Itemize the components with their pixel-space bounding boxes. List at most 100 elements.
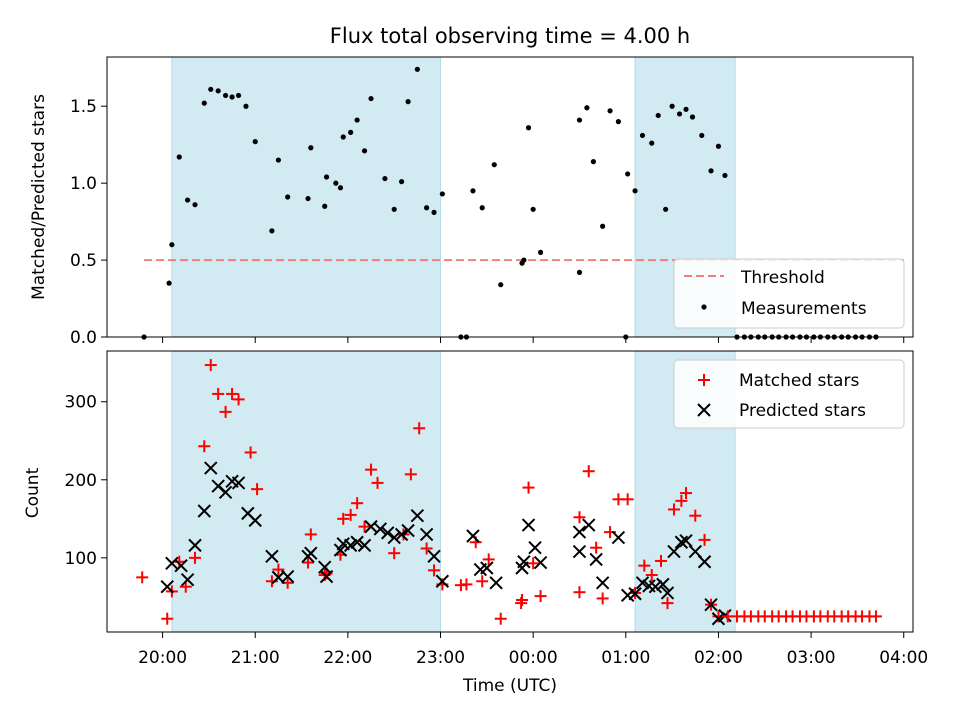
- matched-point: [527, 557, 540, 570]
- measurement-point: [470, 188, 476, 194]
- predicted-point: [711, 612, 726, 626]
- matched-point: [161, 612, 174, 625]
- measurement-point: [600, 223, 606, 229]
- x-tick-label: 20:00: [138, 648, 187, 668]
- predicted-point-b: [521, 518, 536, 532]
- predicted-point: [197, 504, 211, 518]
- legend-measurements-swatch: [701, 304, 707, 310]
- predicted-point-b: [572, 544, 587, 559]
- predicted-point-b: [394, 527, 409, 542]
- x-tick-label: 03:00: [787, 648, 836, 668]
- predicted-point: [180, 572, 195, 587]
- y-tick-label: 300: [65, 393, 97, 413]
- measurement-point: [176, 154, 182, 160]
- measurement-point: [576, 117, 583, 123]
- predicted-point-b: [628, 587, 642, 601]
- legend-predicted-swatch: [697, 403, 711, 417]
- predicted-point-b: [174, 558, 188, 573]
- y-tick-label: 1.0: [70, 174, 97, 194]
- measurement-point: [439, 191, 445, 197]
- predicted-point-b: [271, 570, 286, 585]
- predicted-point-b: [589, 552, 603, 567]
- predicted-point: [572, 544, 587, 559]
- top-legend: Threshold Measurements: [673, 258, 905, 329]
- matched-point: [582, 465, 595, 478]
- matched-point: [388, 547, 401, 560]
- predicted-point-b: [248, 513, 262, 528]
- top-legend-box: [673, 258, 905, 329]
- measurement-point: [584, 105, 590, 111]
- predicted-point-b: [401, 523, 415, 538]
- predicted-point: [635, 576, 650, 590]
- matched-point: [136, 571, 149, 584]
- measurement-point: [243, 103, 249, 109]
- matched-point: [244, 446, 257, 459]
- predicted-point: [387, 530, 401, 545]
- predicted-point-b: [410, 508, 425, 523]
- matched-point: [698, 533, 711, 546]
- matched-point: [420, 542, 433, 555]
- measurement-point: [699, 132, 705, 139]
- measurement-point: [722, 172, 728, 179]
- predicted-point: [528, 540, 542, 555]
- predicted-point-b: [648, 580, 663, 594]
- matched-point: [302, 556, 315, 569]
- bottom-legend-box: [673, 359, 905, 429]
- matched-point: [344, 508, 357, 521]
- matched-point: [219, 405, 232, 418]
- bottom-y-axis: 100 200 300: [65, 393, 905, 638]
- measurement-point: [625, 171, 631, 177]
- predicted-point-b: [679, 533, 693, 548]
- predicted-point-b: [373, 522, 388, 536]
- predicted-point: [656, 577, 670, 592]
- predicted-point-b: [489, 576, 503, 590]
- measurement-point: [333, 180, 339, 186]
- measurement-point: [663, 206, 669, 212]
- predicted-point-b: [528, 540, 542, 555]
- measurement-point: [235, 92, 242, 99]
- measurement-point: [322, 203, 328, 209]
- y-tick-label: 0.5: [70, 251, 97, 271]
- predicted-point-b: [688, 544, 702, 559]
- measurement-point: [337, 185, 344, 191]
- x-tick-label: 01:00: [601, 648, 650, 668]
- measurement-point: [252, 139, 258, 145]
- x-tick-label: 22:00: [323, 648, 372, 668]
- measurement-point: [269, 228, 275, 234]
- y-tick-label: 200: [65, 471, 97, 491]
- predicted-point: [188, 538, 202, 553]
- x-tick-label: 02:00: [694, 648, 743, 668]
- matched-point: [494, 612, 507, 625]
- y-tick-label: 1.5: [70, 97, 97, 117]
- predicted-point: [704, 597, 718, 612]
- predicted-point-b: [387, 530, 401, 545]
- measurement-point: [348, 129, 354, 135]
- measurement-point: [169, 242, 175, 248]
- predicted-point: [304, 546, 318, 560]
- matched-point: [869, 610, 882, 623]
- matched-point: [522, 481, 535, 494]
- measurement-point: [208, 86, 214, 92]
- predicted-point-b: [357, 538, 372, 553]
- measurement-point: [708, 168, 714, 174]
- measurement-point: [530, 206, 536, 212]
- measurement-point: [399, 179, 405, 185]
- measurement-point: [615, 119, 621, 125]
- predicted-point: [466, 529, 480, 543]
- predicted-point-b: [674, 535, 689, 549]
- matched-point: [413, 422, 426, 435]
- matched-point: [204, 359, 217, 372]
- matched-point: [251, 483, 264, 496]
- matched-point: [516, 593, 529, 606]
- measurement-point: [479, 205, 485, 211]
- predicted-point-b: [480, 561, 494, 575]
- measurement-point: [525, 125, 532, 131]
- predicted-point-b: [343, 538, 358, 553]
- measurement-point: [590, 159, 596, 165]
- matched-point: [173, 555, 186, 568]
- predicted-point: [480, 561, 494, 575]
- matched-point: [573, 586, 586, 599]
- matched-point: [476, 575, 489, 588]
- measurement-point: [192, 202, 198, 208]
- legend-threshold-label: Threshold: [740, 268, 825, 288]
